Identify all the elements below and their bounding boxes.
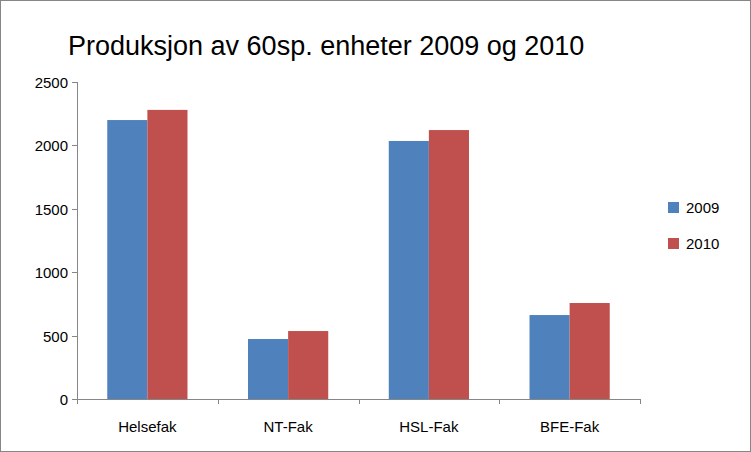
y-tick-label: 2500 [35, 74, 68, 91]
y-tick [72, 336, 77, 337]
bars [107, 110, 609, 399]
legend-label: 2009 [686, 199, 719, 216]
legend-swatch [668, 202, 679, 213]
x-tick-label: BFE-Fak [540, 418, 600, 435]
y-tick-label: 2000 [35, 137, 68, 154]
x-tick [77, 399, 78, 404]
x-tick [359, 399, 360, 404]
y-axis [77, 82, 78, 399]
bar [429, 130, 469, 399]
x-tick [640, 399, 641, 404]
y-tick [72, 145, 77, 146]
y-tick-label: 0 [60, 391, 68, 408]
bar [147, 110, 187, 399]
title: Produksjon av 60sp. enheter 2009 og 2010 [68, 31, 584, 61]
bar [530, 315, 570, 399]
bar [248, 339, 288, 399]
legend: 2009 2010 [668, 199, 719, 252]
legend-swatch [668, 238, 679, 249]
legend-label: 2010 [686, 235, 719, 252]
x-tick-label: HSL-Fak [399, 418, 459, 435]
y-tick-label: 1500 [35, 201, 68, 218]
frame [1, 1, 751, 452]
x-axis [77, 399, 640, 400]
bar [570, 303, 610, 399]
x-tick [218, 399, 219, 404]
y-tick [72, 272, 77, 273]
y-tick [72, 209, 77, 210]
y-tick-label: 500 [43, 328, 68, 345]
bar [389, 141, 429, 399]
y-tick-label: 1000 [35, 264, 68, 281]
x-tick-label: NT-Fak [264, 418, 314, 435]
x-tick [499, 399, 500, 404]
y-tick [72, 82, 77, 83]
bar [107, 120, 147, 399]
chart-root: Produksjon av 60sp. enheter 2009 og 2010… [0, 0, 751, 452]
y-tick [72, 399, 77, 400]
bar [288, 331, 328, 399]
chart: Produksjon av 60sp. enheter 2009 og 2010… [0, 0, 751, 452]
x-tick-label: Helsefak [118, 418, 177, 435]
